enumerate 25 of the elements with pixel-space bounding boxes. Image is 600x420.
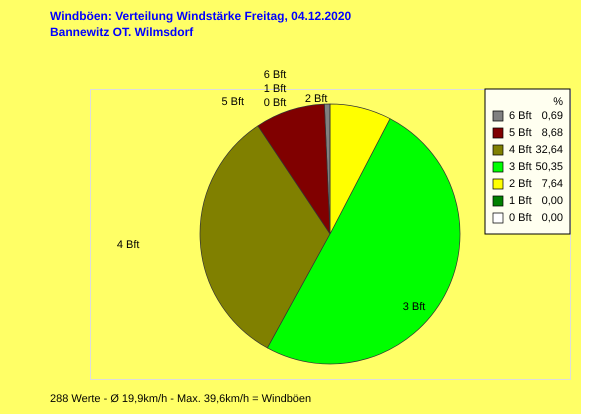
category-label: 0 Bft	[264, 97, 286, 109]
category-label: 6 Bft	[264, 69, 286, 81]
data-label: 50,35	[535, 161, 563, 173]
data-label: 0,69	[542, 110, 563, 122]
legend-label: 6 Bft	[509, 110, 532, 122]
text: 0,00	[542, 195, 563, 207]
data-label: 7,64	[542, 178, 563, 190]
text: 288 Werte - Ø 19,9km/h - Max. 39,6km/h = Windböen	[50, 393, 312, 405]
slice-label: 4 Bft	[116, 239, 140, 252]
data-label: 32,64	[535, 144, 563, 156]
text: 0,00	[542, 212, 563, 224]
slice-label: 2 Bft	[304, 93, 328, 106]
slice-label: 3 Bft	[402, 300, 426, 313]
legend-label: 0 Bft	[509, 212, 532, 224]
slice-label: 5 Bft	[221, 96, 244, 108]
legend-title: %	[553, 96, 564, 108]
chart-title: Windböen: Verteilung Windstärke Freitag, 04.12.2020	[50, 9, 352, 23]
legend-label: 3 Bft	[509, 161, 532, 173]
legend-label: 4 Bft	[509, 144, 532, 156]
legend-label: 5 Bft	[509, 127, 532, 139]
data-label: 8,68	[542, 127, 563, 139]
category-label: 1 Bft	[264, 83, 286, 95]
legend-label: 2 Bft	[509, 178, 532, 190]
chart-subtitle: Bannewitz OT. Wilmsdorf	[50, 25, 194, 39]
legend-label: 1 Bft	[509, 195, 532, 207]
